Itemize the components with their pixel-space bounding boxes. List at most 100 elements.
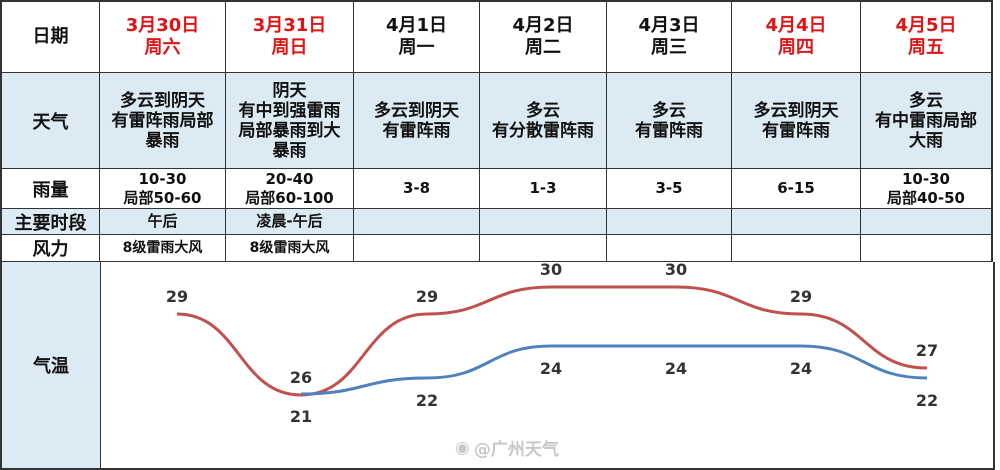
rain-cell-6: 10-30 局部40-50 [861,169,993,209]
date-text: 4月3日 [638,15,700,36]
low-temp-label: 24 [540,359,562,378]
weather-line: 多云 [652,100,686,121]
rain-line: 10-30 [902,169,950,188]
weekday-text: 周五 [908,37,944,58]
weekday-text: 周三 [651,37,687,58]
weather-line: 大雨 [909,130,943,151]
date-header-3: 4月2日 周二 [480,2,607,73]
high-temp-label: 29 [416,287,438,306]
watermark: ◉ @广州天气 [455,435,559,461]
weather-cell-0: 多云到阴天 有雷阵雨局部 暴雨 [100,73,226,169]
high-temp-label: 26 [290,368,312,387]
rain-cell-5: 6-15 [732,169,861,209]
row-label-date: 日期 [2,2,100,73]
date-text: 4月2日 [512,15,574,36]
high-temp-label: 29 [790,287,812,306]
date-text: 3月30日 [125,15,200,36]
rain-line: 局部50-60 [123,188,202,207]
period-cell-1: 凌晨-午后 [226,209,354,235]
rain-line: 局部60-100 [245,188,334,207]
weekday-text: 周二 [525,37,561,58]
rain-cell-1: 20-40 局部60-100 [226,169,354,209]
period-cell-3 [480,209,607,235]
date-header-2: 4月1日 周一 [354,2,480,73]
period-text: 午后 [147,212,178,230]
wind-cell-5 [732,235,861,262]
weather-line: 局部暴雨到大 [238,120,341,141]
period-cell-6 [861,209,993,235]
weather-cell-6: 多云 有中雷雨局部 大雨 [861,73,993,169]
period-text: 凌晨-午后 [256,212,323,230]
rain-line: 20-40 [265,169,314,188]
weather-cell-5: 多云到阴天 有雷阵雨 [732,73,861,169]
weather-line: 有雷阵雨局部 [111,110,214,131]
weather-cell-3: 多云 有分散雷阵雨 [480,73,607,169]
weather-line: 多云到阴天 [374,100,459,121]
period-cell-5 [732,209,861,235]
weather-line: 有分散雷阵雨 [492,120,594,141]
date-header-5: 4月4日 周四 [732,2,861,73]
weather-line: 暴雨 [145,130,180,151]
row-label-period: 主要时段 [2,209,100,235]
date-text: 4月4日 [765,15,827,36]
wind-text: 8级雷雨大风 [249,239,330,256]
watermark-text: @广州天气 [473,440,559,460]
weather-line: 多云到阴天 [120,90,205,111]
rain-cell-2: 3-8 [354,169,480,209]
weather-cell-1: 阴天 有中到强雷雨 局部暴雨到大 暴雨 [226,73,354,169]
rain-line: 10-30 [138,169,187,188]
weather-cell-4: 多云 有雷阵雨 [607,73,732,169]
weekday-text: 周一 [398,37,435,58]
row-label-wind: 风力 [2,235,100,262]
low-temp-label: 22 [416,391,438,410]
wind-cell-2 [354,235,480,262]
date-header-0: 3月30日 周六 [100,2,226,73]
wind-cell-4 [607,235,732,262]
wind-cell-0: 8级雷雨大风 [100,235,226,262]
weekday-text: 周六 [144,37,181,58]
high-temp-label: 29 [166,287,188,306]
rain-cell-0: 10-30 局部50-60 [100,169,226,209]
weather-cell-2: 多云到阴天 有雷阵雨 [354,73,480,169]
weather-line: 有中雷雨局部 [875,110,977,131]
temperature-chart: 29 26 29 30 30 29 27 21 22 24 24 24 22 [166,262,938,426]
high-temp-label: 30 [540,262,562,279]
low-temp-label: 24 [790,359,812,378]
date-text: 4月5日 [895,15,957,36]
weekday-text: 周四 [778,37,814,58]
temperature-section: 气温 29 26 29 30 30 29 27 21 22 24 24 24 22 [0,262,995,470]
weather-line: 多云 [526,100,560,121]
forecast-grid: 日期 3月30日 周六 3月31日 周日 4月1日 周一 4月2日 周二 4月3日 周三 4月4日 周四… [0,0,993,262]
period-cell-2 [354,209,480,235]
date-header-4: 4月3日 周三 [607,2,732,73]
period-cell-0: 午后 [100,209,226,235]
weather-line: 有雷阵雨 [635,120,703,141]
rain-line: 1-3 [529,179,557,197]
rain-cell-3: 1-3 [480,169,607,209]
row-label-weather: 天气 [2,73,100,169]
row-label-rain: 雨量 [2,169,100,209]
date-text: 4月1日 [385,15,448,36]
rain-line: 6-15 [777,179,815,197]
high-temperature-line [176,285,928,397]
rain-line: 局部40-50 [887,188,965,207]
weather-line: 有中到强雷雨 [238,100,341,121]
date-header-1: 3月31日 周日 [226,2,354,73]
wind-cell-6 [861,235,993,262]
rain-line: 3-8 [402,179,431,197]
weibo-icon: ◉ [455,437,470,458]
low-temp-label: 24 [665,359,687,378]
high-temp-label: 27 [916,341,938,360]
wind-cell-1: 8级雷雨大风 [226,235,354,262]
rain-cell-4: 3-5 [607,169,732,209]
wind-cell-3 [480,235,607,262]
weather-line: 有雷阵雨 [762,120,830,141]
weather-line: 多云到阴天 [753,100,839,121]
row-label-temperature: 气温 [2,262,101,468]
weather-line: 阴天 [272,80,307,101]
date-header-6: 4月5日 周五 [861,2,993,73]
weather-line: 多云 [909,90,943,111]
wind-text: 8级雷雨大风 [122,239,203,256]
period-cell-4 [607,209,732,235]
